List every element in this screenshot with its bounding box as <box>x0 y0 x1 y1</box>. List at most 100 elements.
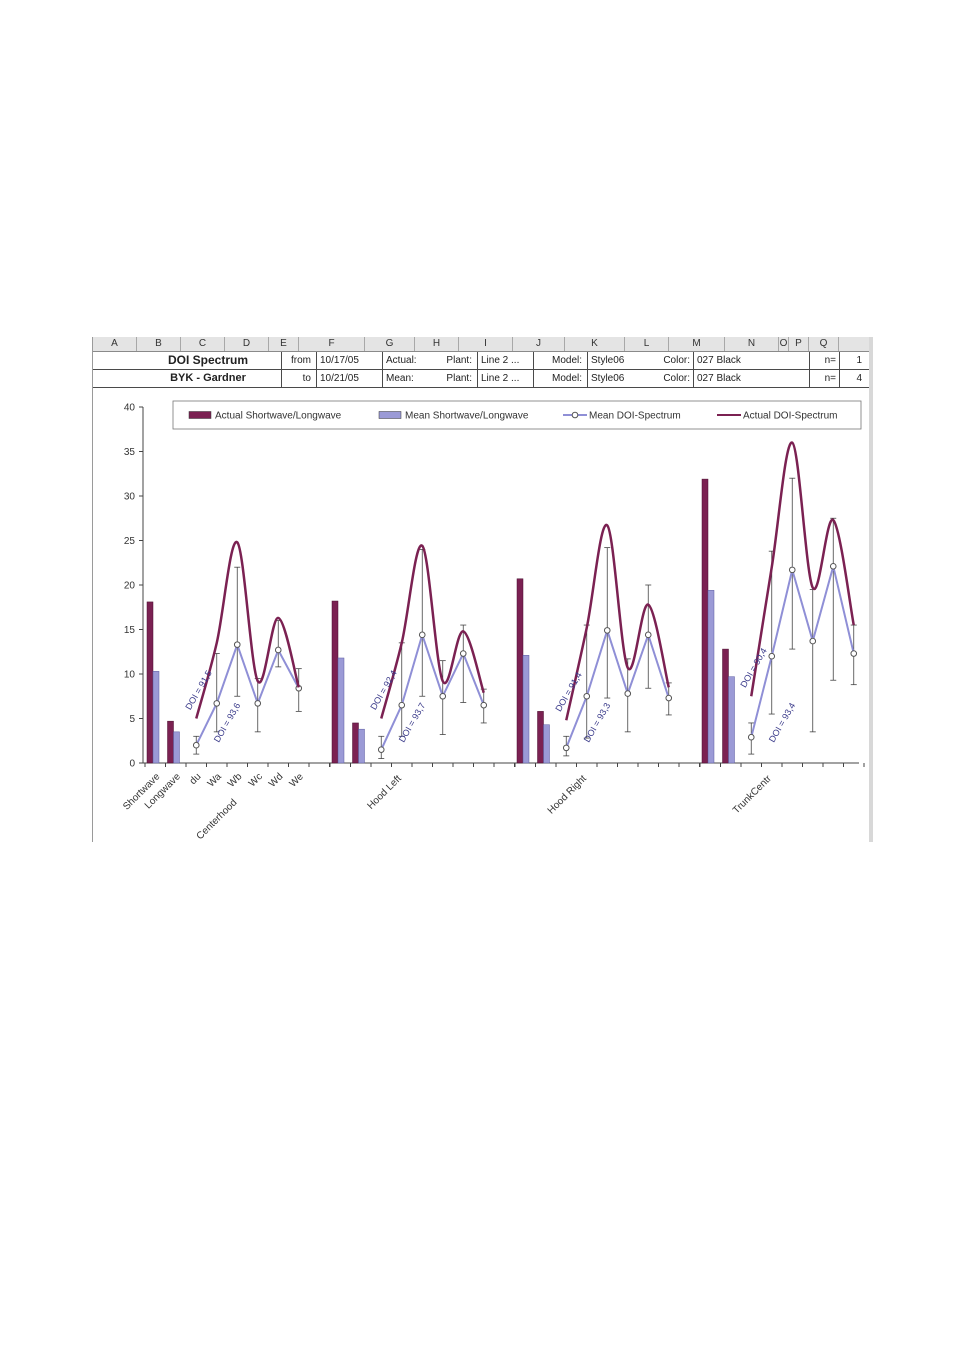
column-header-n[interactable]: N <box>725 337 779 351</box>
annotation-actual-doi: DOI = 91,5 <box>183 669 214 712</box>
y-tick-label: 10 <box>124 670 136 681</box>
legend-actual-bar-label: Actual Shortwave/Longwave <box>215 411 342 422</box>
model-actual[interactable]: Style06 <box>587 352 647 369</box>
x-tick-label: Wd <box>267 771 285 789</box>
y-tick-label: 40 <box>124 403 136 414</box>
bar-mean-shortwave <box>522 655 530 764</box>
actual-doi-line <box>565 524 670 721</box>
mean-doi-marker <box>274 646 282 654</box>
mean-doi-marker <box>439 692 447 700</box>
mean-doi-marker <box>233 641 241 648</box>
column-header-b[interactable]: B <box>137 337 181 351</box>
y-tick-label: 0 <box>129 759 135 770</box>
column-header-p[interactable]: P <box>789 337 809 351</box>
header-row-actual: DOI Spectrum from 10/17/05 Actual: Plant… <box>93 352 869 370</box>
model-mean[interactable]: Style06 <box>587 370 647 387</box>
mean-doi-marker <box>459 650 467 657</box>
bar-mean-longwave <box>173 731 180 764</box>
color-actual[interactable]: 027 Black <box>693 352 803 369</box>
bar-actual-shortwave <box>701 478 709 764</box>
n-actual[interactable]: 1 <box>839 352 865 369</box>
actual-label: Actual: <box>382 352 432 369</box>
x-tick-label: Wa <box>206 771 224 789</box>
to-date[interactable]: 10/21/05 <box>316 370 380 387</box>
model-label-mean: Model: <box>533 370 585 387</box>
bar-actual-shortwave <box>331 600 339 764</box>
column-header-g[interactable]: G <box>365 337 415 351</box>
plant-label-mean: Plant: <box>446 373 472 384</box>
column-header-k[interactable]: K <box>565 337 625 351</box>
column-header-j[interactable]: J <box>513 337 565 351</box>
legend-actual-bar-swatch <box>188 411 212 419</box>
group-label: Centerhood <box>195 797 240 842</box>
bar-mean-longwave <box>728 676 735 764</box>
legend-mean-bar-label: Mean Shortwave/Longwave <box>405 411 529 422</box>
y-tick-label: 20 <box>124 581 136 592</box>
mean-doi-marker <box>192 741 200 749</box>
legend-box <box>172 400 862 430</box>
column-header-h[interactable]: H <box>415 337 459 351</box>
x-tick-label: Wc <box>247 771 265 789</box>
vertical-scrollbar[interactable] <box>869 337 873 842</box>
mean-doi-line <box>380 631 485 751</box>
bar-mean-longwave <box>358 728 365 764</box>
legend-mean-line-marker <box>571 411 579 419</box>
mean-doi-marker <box>603 627 611 634</box>
column-header-q[interactable]: Q <box>809 337 839 351</box>
plant-label: Plant: <box>446 355 472 366</box>
mean-doi-marker <box>850 650 858 657</box>
n-mean[interactable]: 4 <box>839 370 865 387</box>
mean-label: Mean: <box>382 370 432 387</box>
color-label-mean: Color: <box>663 373 690 384</box>
from-date[interactable]: 10/17/05 <box>316 352 380 369</box>
mean-doi-marker <box>213 700 221 707</box>
bar-mean-shortwave <box>707 590 715 764</box>
bar-mean-longwave <box>543 724 550 764</box>
column-header-o[interactable]: O <box>779 337 789 351</box>
bar-actual-longwave <box>167 720 174 764</box>
legend-actual-line-label: Actual DOI-Spectrum <box>743 411 837 422</box>
plant-mean[interactable]: Line 2 ... <box>477 370 531 387</box>
mean-doi-marker <box>768 652 776 660</box>
mean-doi-marker <box>644 631 652 639</box>
plant-actual[interactable]: Line 2 ... <box>477 352 531 369</box>
y-tick-label: 25 <box>124 536 136 547</box>
color-mean[interactable]: 027 Black <box>693 370 803 387</box>
column-header-e[interactable]: E <box>269 337 299 351</box>
column-header-i[interactable]: I <box>459 337 513 351</box>
column-header-f[interactable]: F <box>299 337 365 351</box>
mean-doi-marker <box>747 733 755 741</box>
mean-doi-marker <box>418 631 426 639</box>
y-tick-label: 30 <box>124 492 136 503</box>
actual-doi-line <box>750 441 855 697</box>
mean-doi-marker <box>583 692 591 700</box>
column-header-a[interactable]: A <box>93 337 137 351</box>
mean-doi-marker <box>562 744 570 752</box>
column-header-d[interactable]: D <box>225 337 269 351</box>
mean-doi-marker <box>665 694 673 702</box>
actual-doi-line <box>380 544 485 719</box>
model-label: Model: <box>533 352 585 369</box>
x-tick-label: We <box>288 771 307 790</box>
n-label-mean: n= <box>809 370 839 387</box>
group-label: Hood Left <box>365 773 404 812</box>
x-tick-label: du <box>188 771 204 787</box>
mean-doi-marker <box>624 690 632 697</box>
column-header-c[interactable]: C <box>181 337 225 351</box>
bar-actual-longwave <box>537 711 544 764</box>
bar-actual-longwave <box>722 648 729 764</box>
bar-mean-shortwave <box>337 657 345 764</box>
x-tick-label: Wb <box>226 771 245 790</box>
column-header-m[interactable]: M <box>669 337 725 351</box>
y-tick-label: 5 <box>129 714 135 725</box>
column-header-l[interactable]: L <box>625 337 669 351</box>
n-label: n= <box>809 352 839 369</box>
mean-doi-marker <box>254 700 262 707</box>
mean-doi-marker <box>377 746 385 753</box>
mean-doi-line <box>750 565 855 738</box>
group-label: TrunkCentr <box>731 773 774 816</box>
actual-doi-line <box>195 541 300 719</box>
header-row-mean: BYK - Gardner to 10/21/05 Mean: Plant: L… <box>93 370 869 388</box>
group-label: Hood Right <box>546 773 589 816</box>
